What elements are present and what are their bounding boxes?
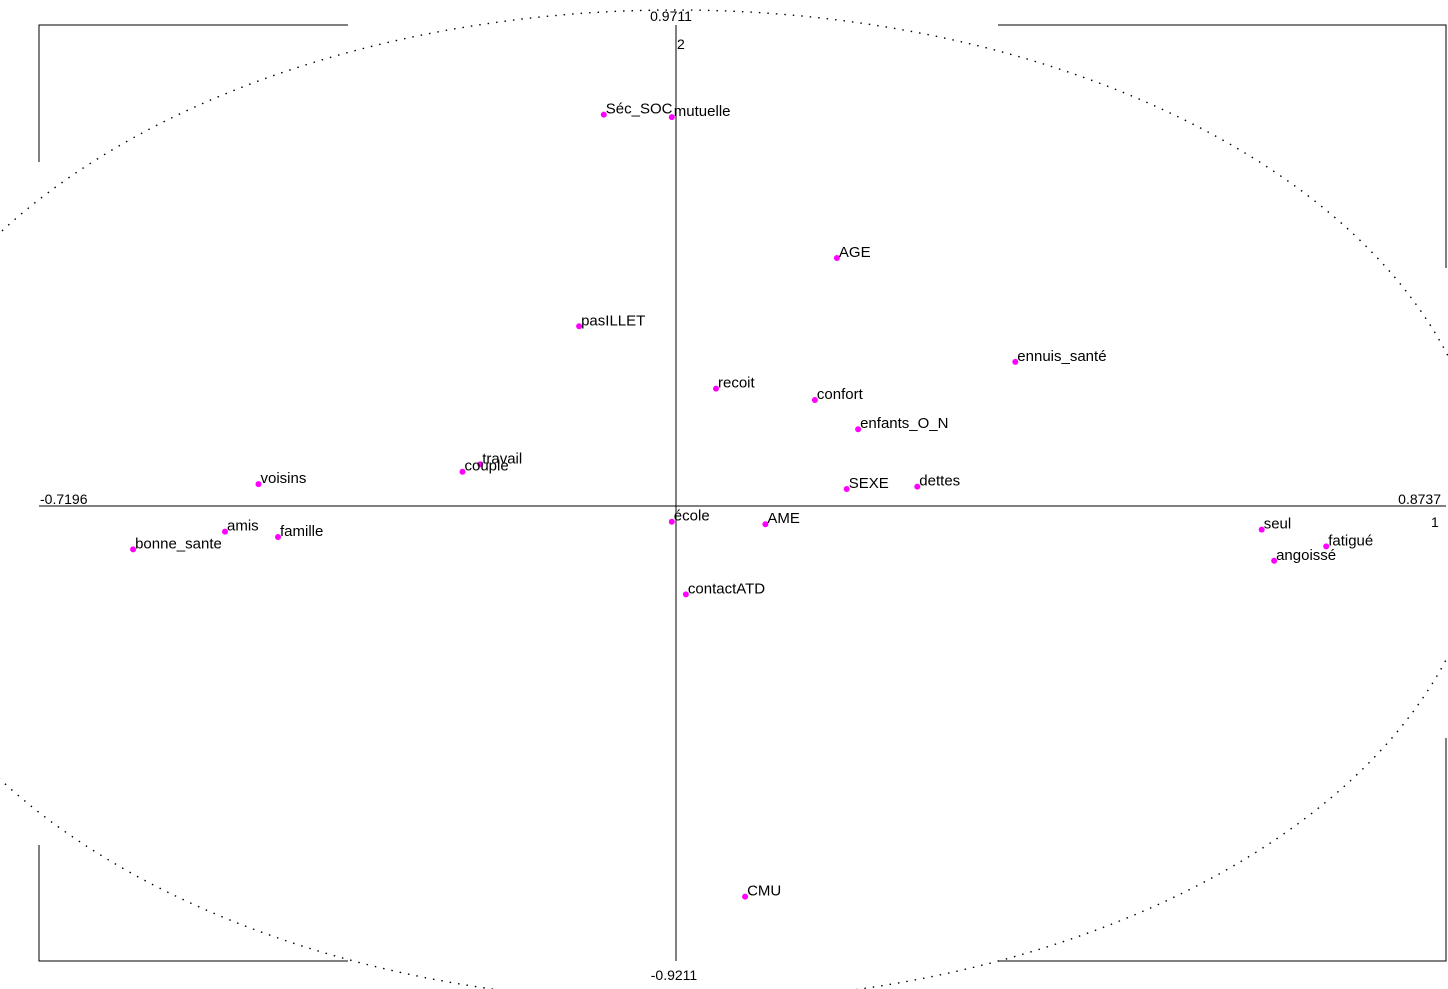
point-label-famille: famille [280,523,323,540]
point-dettes [914,483,921,490]
point-label-sexe: SEXE [849,475,889,492]
point-couple [459,468,466,475]
point-label-cmu: CMU [747,883,781,900]
frame-corner-bottom-right [998,738,1447,962]
point-label-ame: AME [767,510,800,527]
point-label-age: AGE [839,244,871,261]
point-age [833,255,840,261]
point-pasillet [576,323,583,330]
y-min-label: -0.9211 [651,967,698,983]
point-label-recoit: recoit [718,375,756,392]
point-fatigue [1323,543,1330,550]
point-label-mutuelle: mutuelle [674,103,731,120]
point-label-seul: seul [1264,516,1292,533]
point-contactatd [682,591,689,598]
point-label-amis: amis [227,518,259,535]
point-voisins [255,481,262,488]
point-label-confort: confort [817,386,864,403]
point-mutuelle [668,114,675,121]
point-label-dettes: dettes [919,473,960,490]
point-sec-soc [600,111,607,118]
y-axis-number: 2 [677,36,685,52]
point-famille [275,534,281,540]
point-label-voisins: voisins [261,470,307,487]
point-label-ecole: école [674,508,710,525]
y-max-label: 0.9711 [650,8,692,24]
point-sexe [843,486,850,492]
point-label-ennuis-sante: ennuis_santé [1017,348,1106,365]
point-angoisse [1271,557,1278,564]
point-ame [762,521,769,528]
point-label-travail: travail [482,450,522,467]
x-axis-number: 1 [1431,514,1439,530]
point-enfants-o-n [855,426,862,433]
point-label-sec-soc: Séc_SOC [606,101,673,118]
point-label-couple: couple [465,458,509,475]
point-label-enfants-o-n: enfants_O_N [860,415,948,432]
point-ecole [668,518,675,525]
point-amis [222,528,228,535]
point-bonne-sante [130,546,137,553]
frame-corner-top-right [998,24,1447,268]
point-recoit [713,385,719,392]
point-ennuis-sante [1012,358,1019,365]
point-seul [1258,526,1265,533]
frame-corner-top-left [38,24,348,162]
point-travail [477,461,484,468]
point-label-contactatd: contactATD [688,580,765,597]
x-max-label: 0.8737 [1398,491,1441,507]
frame-corner-bottom-left [38,845,348,962]
point-label-pasillet: pasILLET [581,312,645,329]
x-min-label: -0.7196 [40,491,88,507]
point-label-bonne-sante: bonne_sante [135,535,222,552]
point-label-fatigue: fatigué [1328,532,1373,549]
data-points: Séc_SOC mutuelle AGE pasILLET ennuis_santére… [130,101,1373,900]
plot-frame [38,24,1447,962]
point-cmu [742,893,749,900]
point-confort [811,397,818,403]
point-label-angoisse: angoissé [1276,547,1336,564]
